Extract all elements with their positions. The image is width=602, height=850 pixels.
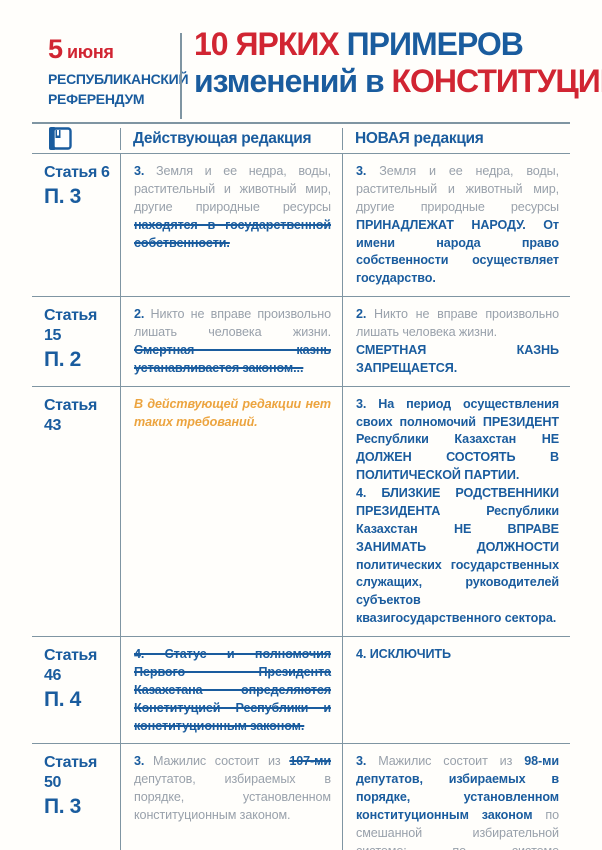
text-segment: 98-ми депутатов, избираемых в порядке, у… xyxy=(356,754,559,822)
text-segment: 3. xyxy=(356,754,367,769)
table-header-row: Действующая редакция НОВАЯ редакция xyxy=(32,122,570,154)
text-segment: 4. ИСКЛЮЧИТЬ xyxy=(356,647,451,661)
text-segment: изменений в xyxy=(194,63,392,99)
book-icon-cell xyxy=(32,124,120,153)
event-name: РЕСПУБЛИКАНСКИЙ РЕФЕРЕНДУМ xyxy=(48,69,189,109)
text-segment: 2. xyxy=(134,307,145,322)
text-segment: ПРИНАДЛЕЖАТ НАРОДУ. От имени народа прав… xyxy=(356,217,559,286)
article-label: Статья 50 xyxy=(44,754,97,792)
referendum-date-block: 5 июня РЕСПУБЛИКАНСКИЙ РЕФЕРЕНДУМ xyxy=(48,34,189,109)
text-segment: Смертная казнь устанавливается законом..… xyxy=(134,342,331,375)
text-segment: Мажилис состоит из xyxy=(366,754,525,769)
column-header-current: Действующая редакция xyxy=(120,127,342,150)
text-segment: Никто не вправе произвольно лишать челов… xyxy=(356,307,559,339)
table-body: Статья 6 П. 3 3. Земля и ее недра, воды,… xyxy=(32,154,570,850)
text-segment: КОНСТИТУЦИЮ xyxy=(391,63,602,99)
page-title-line-2: изменений в КОНСТИТУЦИЮ xyxy=(194,63,602,100)
comparison-table: Действующая редакция НОВАЯ редакция Стат… xyxy=(32,122,570,850)
table-row: Статья 46 П. 4 4. Статус и полномочия Пе… xyxy=(32,637,570,745)
table-row: Статья 43 В действующей редакции нет так… xyxy=(32,386,570,637)
text-segment: 10 ЯРКИХ xyxy=(194,26,347,62)
current-edition-cell: 3. Земля и ее недра, воды, растительный … xyxy=(120,154,342,297)
article-cell: Статья 6 П. 3 xyxy=(32,154,120,296)
text-segment: находятся в государственной собственност… xyxy=(134,217,331,250)
header-divider-line xyxy=(180,33,182,119)
date-month: июня xyxy=(66,42,114,62)
text-segment: 3. xyxy=(356,164,367,178)
text-segment: В действующей редакции нет таких требова… xyxy=(134,396,331,429)
text-segment: 107-ми xyxy=(289,754,331,769)
current-edition-cell: 4. Статус и полномочия Первого Президент… xyxy=(120,637,342,744)
text-segment: Мажилис состоит из xyxy=(144,754,290,769)
new-edition-cell: 3. Земля и ее недра, воды, растительный … xyxy=(342,154,570,297)
table-row: Статья 50 П. 3 3. Мажилис состоит из 107… xyxy=(32,744,570,850)
article-label: Статья 43 xyxy=(44,396,97,434)
new-edition-cell: 3. На период осуществления своих полномо… xyxy=(342,386,570,636)
referendum-date: 5 июня xyxy=(48,34,188,65)
article-label: Статья 46 xyxy=(44,647,97,684)
new-edition-cell: 2. Никто не вправе произвольно лишать че… xyxy=(342,297,570,386)
point-label: П. 3 xyxy=(44,795,81,819)
table-row: Статья 15 П. 2 2. Никто не вправе произв… xyxy=(32,297,570,387)
text-segment: ПРИМЕРОВ xyxy=(346,26,524,62)
book-icon xyxy=(49,127,72,150)
current-edition-cell: 3. Мажилис состоит из 107-ми депутатов, … xyxy=(120,744,342,850)
text-segment: по смешанной избирательной системе: по с… xyxy=(356,808,559,850)
table-row: Статья 6 П. 3 3. Земля и ее недра, воды,… xyxy=(32,154,570,298)
article-cell: Статья 15 П. 2 xyxy=(32,297,120,386)
new-edition-cell: 3. Мажилис состоит из 98-ми депутатов, и… xyxy=(342,744,570,850)
point-label: П. 2 xyxy=(44,348,81,372)
text-segment: 3. xyxy=(356,396,367,411)
text-segment: 4. БЛИЗКИЕ РОДСТВЕННИКИ ПРЕЗИДЕНТА Респу… xyxy=(356,486,559,626)
text-segment: 4. Статус и полномочия Первого Президент… xyxy=(134,647,331,733)
point-label: П. 4 xyxy=(44,688,81,711)
date-number: 5 xyxy=(48,34,63,64)
text-segment: Земля и ее недра, воды, растительный и ж… xyxy=(134,164,331,214)
article-label: Статья 6 xyxy=(44,164,110,181)
event-line-1: РЕСПУБЛИКАНСКИЙ xyxy=(48,71,189,87)
point-label: П. 3 xyxy=(44,185,81,208)
event-line-2: РЕФЕРЕНДУМ xyxy=(48,91,145,107)
text-segment: Земля и ее недра, воды, растительный и ж… xyxy=(356,164,559,214)
current-edition-cell: 2. Никто не вправе произвольно лишать че… xyxy=(120,297,342,386)
article-cell: Статья 50 П. 3 xyxy=(32,744,120,850)
text-segment: 3. xyxy=(134,754,145,769)
article-cell: Статья 43 xyxy=(32,387,120,636)
article-label: Статья 15 xyxy=(44,307,97,345)
column-header-new: НОВАЯ редакция xyxy=(342,127,570,150)
page-title-line-1: 10 ЯРКИХ ПРИМЕРОВ xyxy=(194,26,602,63)
page-title: 10 ЯРКИХ ПРИМЕРОВ изменений в КОНСТИТУЦИ… xyxy=(194,26,602,100)
text-segment: СМЕРТНАЯ КАЗНЬ ЗАПРЕЩАЕТСЯ. xyxy=(356,342,559,375)
current-edition-cell: В действующей редакции нет таких требова… xyxy=(120,386,342,636)
text-segment: 3. xyxy=(134,164,145,178)
text-segment: 2. xyxy=(356,307,367,322)
article-cell: Статья 46 П. 4 xyxy=(32,637,120,743)
text-segment: Никто не вправе произвольно лишать челов… xyxy=(134,307,331,339)
text-segment: На период осуществления своих полномочий… xyxy=(356,396,559,483)
text-segment: депутатов, избираемых в порядке, установ… xyxy=(134,772,331,822)
new-edition-cell: 4. ИСКЛЮЧИТЬ xyxy=(342,637,570,744)
